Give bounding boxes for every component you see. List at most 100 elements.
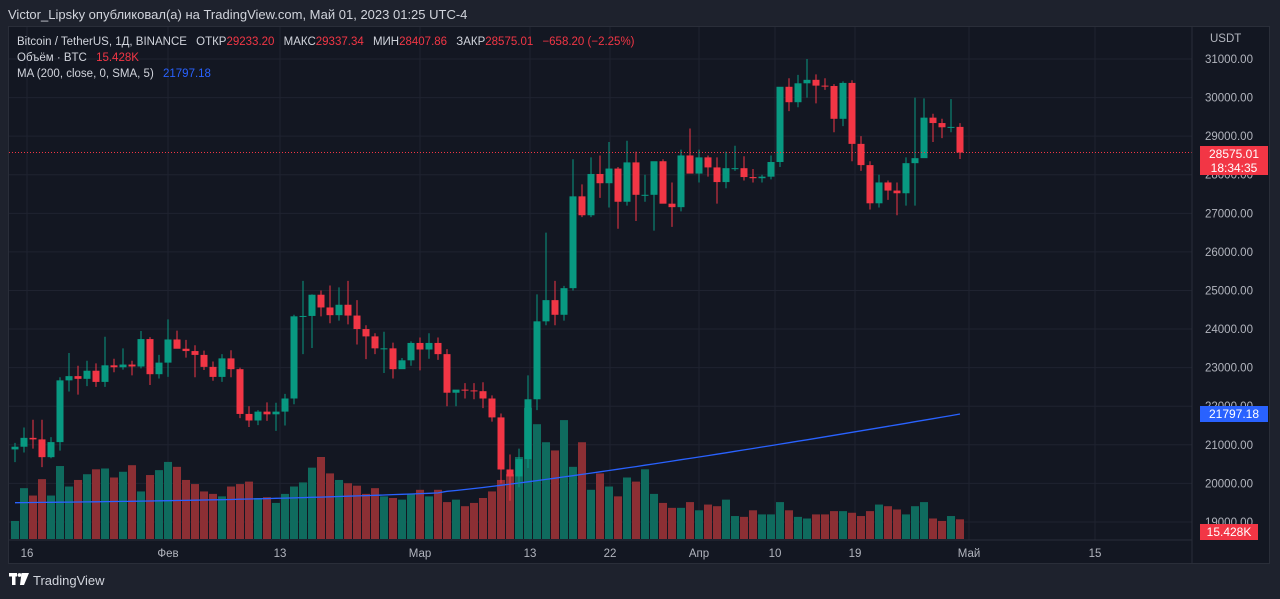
candle-body [596, 173, 604, 184]
candle-body [47, 442, 55, 458]
volume-bar [551, 450, 559, 539]
candle-body [173, 339, 181, 349]
candle-body [506, 469, 514, 477]
volume-bar [263, 497, 271, 539]
candle-body [182, 348, 190, 352]
candle-body [20, 437, 28, 447]
currency-label: USDT [1210, 33, 1241, 45]
volume-bar [650, 493, 658, 539]
candle-body [884, 182, 892, 191]
chart-legend: Bitcoin / TetherUS, 1Д, BINANCE ОТКР2923… [17, 34, 635, 82]
tradingview-logo-icon [9, 573, 29, 588]
candle-body [740, 168, 748, 178]
volume-bar [803, 518, 811, 539]
volume-bar [209, 493, 217, 539]
volume-bar [947, 516, 955, 539]
volume-bar [677, 507, 685, 539]
candle-body [38, 439, 46, 458]
volume-bar [236, 484, 244, 539]
candle-body [101, 365, 109, 382]
candle-body [488, 398, 496, 418]
candle-body [560, 288, 568, 315]
symbol-row: Bitcoin / TetherUS, 1Д, BINANCE ОТКР2923… [17, 34, 635, 50]
candle-body [839, 82, 847, 119]
volume-bar [308, 467, 316, 539]
candle-body [533, 321, 541, 400]
volume-bar [956, 519, 964, 539]
candle-body [803, 79, 811, 84]
candle-body [578, 196, 586, 216]
close-label: ЗАКР [456, 36, 486, 48]
time-tick: 22 [604, 548, 617, 560]
volume-bar [443, 502, 451, 539]
volume-bar [695, 510, 703, 539]
candle-body [137, 339, 145, 367]
candle-body [605, 168, 613, 184]
volume-bar [704, 504, 712, 539]
candle-body [686, 155, 694, 174]
volume-bar [821, 514, 829, 539]
tradingview-logo[interactable]: TradingView [9, 573, 105, 588]
volume-bar [938, 520, 946, 539]
symbol-title[interactable]: Bitcoin / TetherUS, 1Д, BINANCE [17, 36, 187, 48]
series-layer [11, 59, 964, 539]
volume-bar [470, 502, 478, 539]
candle-body [821, 85, 829, 87]
volume-bar [758, 514, 766, 539]
volume-bar [191, 484, 199, 539]
volume-bar [299, 482, 307, 539]
volume-bar [227, 486, 235, 539]
publisher-line: Victor_Lipsky опубликовал(а) на TradingV… [8, 7, 468, 22]
volume-bar [128, 465, 136, 539]
volume-bar [542, 442, 550, 539]
candle-body [164, 339, 172, 363]
chart-frame[interactable] [8, 26, 1270, 564]
candle-body [416, 342, 424, 350]
candle-body [515, 459, 523, 477]
candle-body [632, 162, 640, 195]
time-tick: Фев [157, 548, 178, 560]
candle-body [191, 351, 199, 355]
volume-bar [749, 510, 757, 539]
candle-body [398, 360, 406, 370]
ma-value: 21797.18 [162, 68, 211, 80]
volume-bar [92, 469, 100, 539]
last-price-value: 28575.01 [1208, 147, 1260, 161]
candle-body [371, 336, 379, 349]
candle-body [722, 168, 730, 183]
volume-bar [155, 470, 163, 539]
candle-body [155, 362, 163, 375]
volume-bar [722, 499, 730, 539]
candle-body [29, 437, 37, 440]
ma-label[interactable]: MA (200, close, 0, SMA, 5) [17, 68, 154, 80]
volume-label[interactable]: Объём · BTC [17, 52, 87, 64]
candle-body [767, 162, 775, 177]
price-tick: 21000.00 [1205, 440, 1253, 452]
candle-body [794, 83, 802, 103]
candle-body [389, 348, 397, 370]
candle-body [74, 376, 82, 379]
candle-body [299, 315, 307, 317]
candle-body [443, 354, 451, 393]
volume-bar [767, 514, 775, 539]
time-tick: 13 [524, 548, 537, 560]
price-tick: 26000.00 [1205, 247, 1253, 259]
volume-bar [38, 479, 46, 539]
candle-body [812, 79, 820, 86]
candle-body [479, 391, 487, 399]
volume-bar [416, 489, 424, 539]
volume-tag: 15.428K [1200, 524, 1258, 540]
volume-bar [173, 466, 181, 539]
ma-row: MA (200, close, 0, SMA, 5) 21797.18 [17, 66, 635, 82]
volume-bar [434, 489, 442, 539]
candle-body [200, 354, 208, 367]
candle-body [866, 165, 874, 204]
volume-bar [686, 502, 694, 539]
candle-body [254, 411, 262, 421]
volume-bar [515, 457, 523, 539]
candle-body [326, 307, 334, 316]
volume-bar [245, 481, 253, 539]
volume-bar [398, 499, 406, 539]
volume-bar [110, 477, 118, 539]
